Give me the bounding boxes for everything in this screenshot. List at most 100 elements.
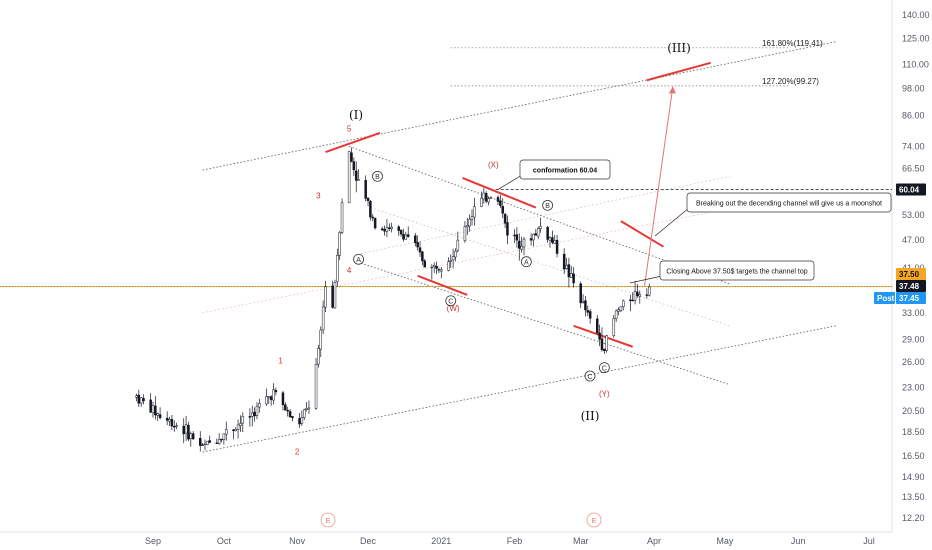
- candle-body: [184, 424, 188, 434]
- candle-body: [390, 226, 393, 229]
- candle-body: [647, 286, 651, 296]
- candle-body: [347, 151, 351, 204]
- annotation-callouts[interactable]: conformation 60.04 Breaking out the decen…: [497, 159, 892, 284]
- candle-body: [470, 216, 474, 220]
- channel-touch-segment: [417, 274, 468, 296]
- event-marker: [320, 512, 336, 528]
- candle-body: [191, 433, 195, 440]
- candle-body: [158, 414, 162, 418]
- candle-body: [269, 396, 273, 400]
- candle-body: [600, 338, 604, 350]
- trendline-drawings[interactable]: [0, 41, 892, 453]
- price-tag: [896, 280, 926, 292]
- candle-body: [217, 439, 221, 444]
- candle-body: [380, 228, 384, 231]
- candle-body: [234, 428, 237, 432]
- channel-touch-segment: [573, 324, 634, 348]
- candle-body: [529, 238, 533, 241]
- price-axis[interactable]: 140.00 125.00 110.00 98.00 86.00 74.00 66.50 53…: [902, 10, 930, 523]
- candle-body: [513, 234, 516, 237]
- candle-body: [284, 404, 287, 411]
- inner-channel-line: [202, 196, 789, 314]
- time-tick-label: Jun: [791, 536, 806, 546]
- candle-body: [300, 417, 304, 424]
- candle-body: [484, 193, 488, 202]
- wave-label-minor: 3: [316, 191, 321, 200]
- candle-body: [555, 240, 559, 254]
- candle-body: [165, 417, 169, 421]
- candle-body: [364, 180, 367, 199]
- candle-body: [222, 433, 226, 440]
- candle-body: [638, 294, 642, 297]
- candle-body: [305, 408, 308, 410]
- candle-body: [612, 318, 616, 336]
- candle-body: [402, 233, 405, 240]
- candle-body: [539, 226, 542, 229]
- candle-body: [241, 416, 245, 424]
- candle-body: [239, 423, 242, 426]
- candle-body: [272, 389, 275, 401]
- candle-body: [482, 192, 486, 200]
- wave-label-circled: B: [375, 174, 380, 181]
- candle-body: [357, 179, 360, 181]
- wave-label-minor: 5: [347, 125, 352, 134]
- candle-body: [437, 269, 441, 271]
- price-tick-label: 12.20: [902, 513, 925, 523]
- candle-body: [189, 433, 193, 439]
- time-tick-label: Feb: [507, 536, 523, 546]
- callout-text: Breaking out the decending channel will …: [696, 201, 882, 208]
- candle-body: [314, 364, 318, 409]
- candle-body: [421, 251, 424, 262]
- candle-body: [201, 444, 204, 446]
- candle-body: [302, 409, 306, 418]
- time-tick-label: May: [716, 536, 734, 546]
- candle-body: [350, 152, 353, 162]
- candle-body: [645, 294, 649, 296]
- wave-label-circle: [520, 256, 532, 268]
- wave-label-circle: [372, 170, 383, 182]
- candle-body: [232, 429, 235, 431]
- callout-pointer: [497, 174, 523, 190]
- candle-body: [139, 397, 143, 404]
- candle-body: [307, 407, 311, 410]
- candle-body: [319, 329, 323, 350]
- candle-body: [149, 399, 152, 413]
- price-tick-label: 18.50: [902, 427, 925, 437]
- channel-touch-segment: [620, 220, 664, 248]
- price-tick-label: 86.00: [902, 110, 925, 120]
- candle-body: [173, 425, 176, 428]
- candle-body: [463, 226, 467, 241]
- time-axis[interactable]: Sep Oct Nov Dec 2021 Feb Mar Apr May Jun Jul: [145, 536, 875, 546]
- candle-body: [496, 197, 500, 202]
- wave-label-circle: [598, 362, 610, 374]
- fib-level-label: 127.20%(99.27): [762, 77, 819, 86]
- candle-body: [388, 227, 391, 229]
- candle-body: [416, 242, 419, 248]
- candle-body: [536, 228, 540, 237]
- wave-label-circled: B: [545, 203, 550, 210]
- time-tick-label: Jul: [863, 536, 875, 546]
- candle-body: [250, 412, 254, 417]
- candle-body: [288, 411, 292, 418]
- candle-body: [225, 429, 228, 435]
- price-tick-label: 13.50: [902, 492, 925, 502]
- candle-body: [586, 310, 590, 313]
- candle-body: [633, 290, 637, 301]
- candle-body: [333, 282, 337, 309]
- candle-body: [631, 299, 634, 302]
- candle-body: [418, 247, 422, 253]
- price-tick-label: 47.00: [902, 235, 925, 245]
- wave-label-minor: (X): [488, 161, 499, 170]
- candle-body: [187, 424, 190, 440]
- candle-body: [220, 438, 223, 441]
- candle-body: [619, 306, 623, 311]
- candle-body: [399, 229, 403, 235]
- candle-body: [199, 438, 202, 446]
- candle-body: [206, 440, 209, 445]
- candle-body: [579, 283, 582, 304]
- candle-body: [440, 269, 443, 272]
- candlestick-series: [135, 147, 651, 452]
- candle-body: [298, 418, 301, 425]
- candle-body: [151, 405, 155, 414]
